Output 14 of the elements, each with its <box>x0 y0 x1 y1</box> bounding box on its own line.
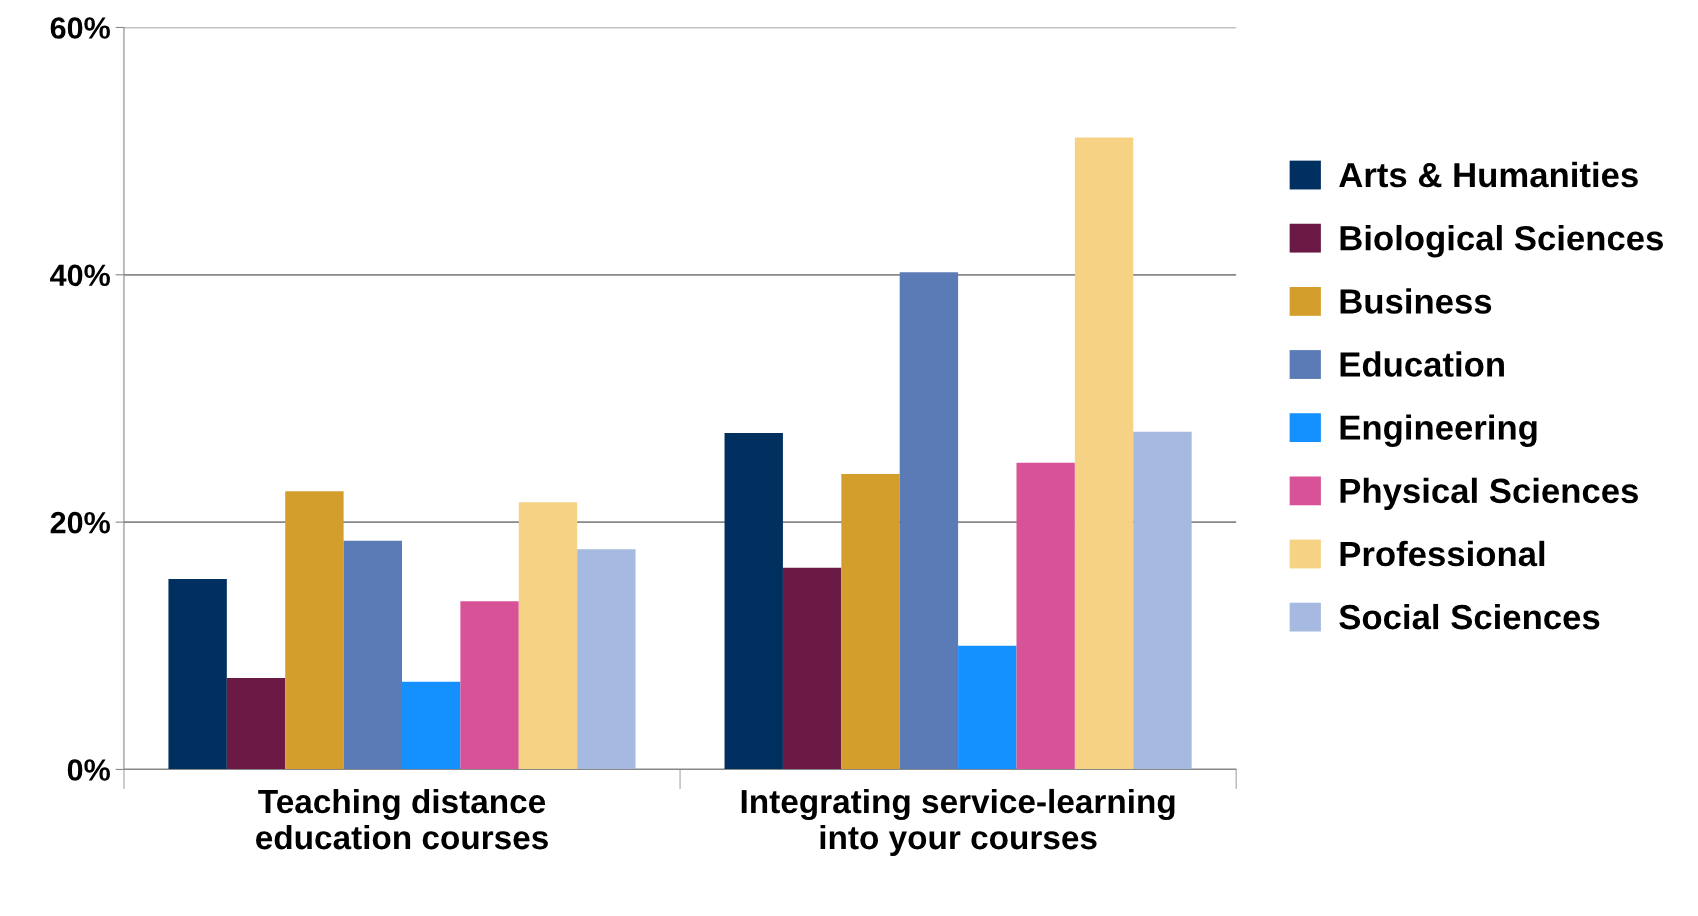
legend-label: Engineering <box>1340 414 1537 447</box>
legend-label: Education <box>1340 351 1504 377</box>
y-tick-label: 0% <box>67 759 110 781</box>
legend-label: Social Sciences <box>1339 603 1600 630</box>
legend-label: Biological Sciences <box>1340 224 1663 258</box>
x-tick-label: Teaching distance education courses <box>256 788 548 850</box>
x-tick-label: Integrating service-learning into your courses <box>741 788 1175 857</box>
y-tick-label: 40% <box>50 264 110 287</box>
legend-label: Professional <box>1340 540 1545 567</box>
legend-label: Business <box>1340 288 1492 314</box>
y-tick-label: 60% <box>50 17 110 39</box>
legend-label: Physical Sciences <box>1340 477 1638 511</box>
legend-label: Arts & Humanities <box>1339 161 1638 188</box>
y-tick-label: 20% <box>50 511 110 534</box>
